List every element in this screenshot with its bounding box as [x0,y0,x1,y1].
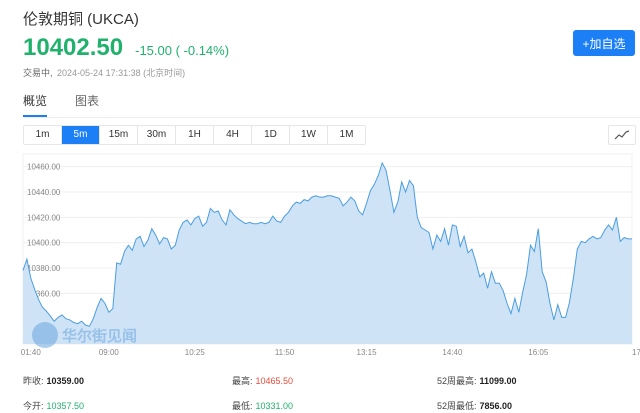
price-row: 10402.50 -15.00 ( -0.14%) [23,34,229,62]
stat-label: 今开: [23,401,44,411]
stat-value: 10357.50 [46,401,85,411]
stat-label: 52周最高: [437,376,477,386]
y-tick-label: 10360.00 [27,289,61,298]
stat-value: 7856.00 [479,401,513,411]
tab-divider [23,117,640,118]
logo-circle [32,322,58,348]
price-chart[interactable]: 10460.00 10440.00 10420.00 10400.00 10380.00… [0,148,640,362]
timestamp: 2024-05-24 17:31:38 (北京时间) [57,68,186,78]
price-area [23,162,632,344]
interval-1w[interactable]: 1W [290,126,328,144]
interval-selector: 1m 5m 15m 30m 1H 4H 1D 1W 1M [23,125,366,145]
interval-1d[interactable]: 1D [252,126,290,144]
x-tick-label: 09:00 [99,348,120,357]
y-tick-label: 10460.00 [27,163,61,172]
stat-value: 10359.00 [46,376,85,386]
stat-open: 今开: 10357.50 [23,399,84,412]
interval-1h[interactable]: 1H [176,126,214,144]
interval-4h[interactable]: 4H [214,126,252,144]
x-tick-label: 16:05 [528,348,549,357]
stat-value: 10465.50 [255,376,294,386]
tab-overview[interactable]: 概览 [23,92,48,117]
y-tick-label: 10400.00 [27,239,61,248]
interval-1m[interactable]: 1m [24,126,62,144]
stat-high: 最高: 10465.50 [232,374,293,387]
x-tick-label: 17:3 [632,348,640,357]
y-tick-label: 10380.00 [27,264,61,273]
x-tick-label: 13:15 [357,348,378,357]
watermark-logo: 华尔街见闻 [32,322,137,348]
stat-52w-high: 52周最高: 11099.00 [437,374,517,387]
x-tick-label: 10:25 [185,348,206,357]
x-tick-label: 01:40 [21,348,42,357]
y-tick-label: 10440.00 [27,188,61,197]
watermark-text: 华尔街见闻 [62,327,137,345]
trading-status: 交易中, 2024-05-24 17:31:38 (北京时间) [23,66,185,79]
stat-label: 最低: [232,401,253,411]
stat-label: 昨收: [23,376,44,386]
y-tick-label: 10420.00 [27,213,61,222]
x-tick-label: 11:50 [275,348,295,357]
stat-52w-low: 52周最低: 7856.00 [437,399,512,412]
interval-30m[interactable]: 30m [138,126,176,144]
x-tick-label: 14:40 [442,348,463,357]
current-price: 10402.50 [23,34,124,61]
stat-label: 52周最低: [437,401,477,411]
interval-15m[interactable]: 15m [100,126,138,144]
stat-value: 10331.00 [255,401,294,411]
tab-chart[interactable]: 图表 [75,94,100,108]
stat-value: 11099.00 [479,376,517,386]
page-title: 伦敦期铜 (UKCA) [23,11,139,28]
stat-prev-close: 昨收: 10359.00 [23,374,84,387]
line-chart-icon [614,130,630,140]
stat-low: 最低: 10331.00 [232,399,293,412]
view-tabs: 概览 图表 [23,92,127,117]
status-label: 交易中, [23,68,53,78]
price-change: -15.00 ( -0.14%) [135,43,230,58]
chart-type-toggle[interactable] [608,125,636,145]
add-watchlist-button[interactable]: +加自选 [573,30,635,56]
price-line [22,161,632,327]
interval-1mo[interactable]: 1M [339,129,354,140]
stat-label: 最高: [232,376,253,386]
interval-5m[interactable]: 5m [62,126,100,144]
